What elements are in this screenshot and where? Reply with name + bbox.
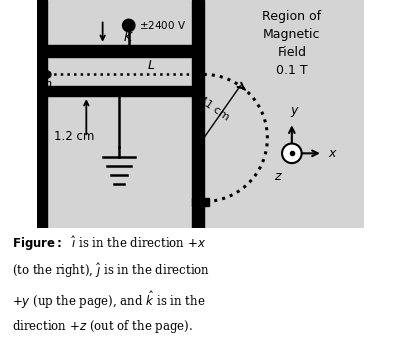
Circle shape — [282, 144, 302, 163]
Bar — [192, 0, 204, 228]
Text: $K$: $K$ — [123, 31, 134, 44]
Bar — [37, 0, 47, 228]
Text: $x$: $x$ — [328, 147, 338, 160]
Circle shape — [123, 19, 135, 31]
Text: Region of
Magnetic
Field
0.1 T: Region of Magnetic Field 0.1 T — [262, 10, 322, 77]
Text: $\mathbf{Figure:}$  $\hat{\imath}$ is in the direction $+x$
(to the right), $\ha: $\mathbf{Figure:}$ $\hat{\imath}$ is in … — [12, 234, 210, 335]
Bar — [47, 45, 192, 57]
Text: $q$: $q$ — [39, 56, 49, 71]
Text: $m$: $m$ — [39, 78, 53, 91]
Bar — [47, 86, 192, 96]
Text: 41 cm: 41 cm — [197, 95, 231, 123]
Text: $y$: $y$ — [290, 105, 300, 119]
Bar — [192, 198, 209, 206]
Text: $z$: $z$ — [274, 170, 283, 183]
Text: 1.2 cm: 1.2 cm — [54, 130, 94, 144]
Text: $L$: $L$ — [148, 59, 156, 72]
Text: $\pm$2400 V: $\pm$2400 V — [138, 19, 186, 31]
